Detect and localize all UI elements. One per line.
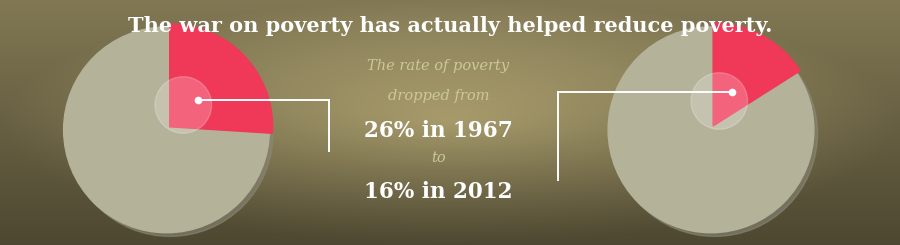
Text: to: to [431,151,446,165]
Polygon shape [713,23,800,126]
Ellipse shape [155,77,212,133]
Ellipse shape [612,31,817,236]
Text: 16% in 2012: 16% in 2012 [364,181,512,203]
Ellipse shape [691,73,748,129]
Text: dropped from: dropped from [388,88,489,103]
Text: 26% in 1967: 26% in 1967 [364,120,513,142]
Polygon shape [170,24,273,133]
Text: The rate of poverty: The rate of poverty [367,59,509,73]
Ellipse shape [608,27,814,233]
Text: The war on poverty has actually helped reduce poverty.: The war on poverty has actually helped r… [128,16,772,36]
Ellipse shape [68,31,273,236]
Ellipse shape [64,27,269,233]
